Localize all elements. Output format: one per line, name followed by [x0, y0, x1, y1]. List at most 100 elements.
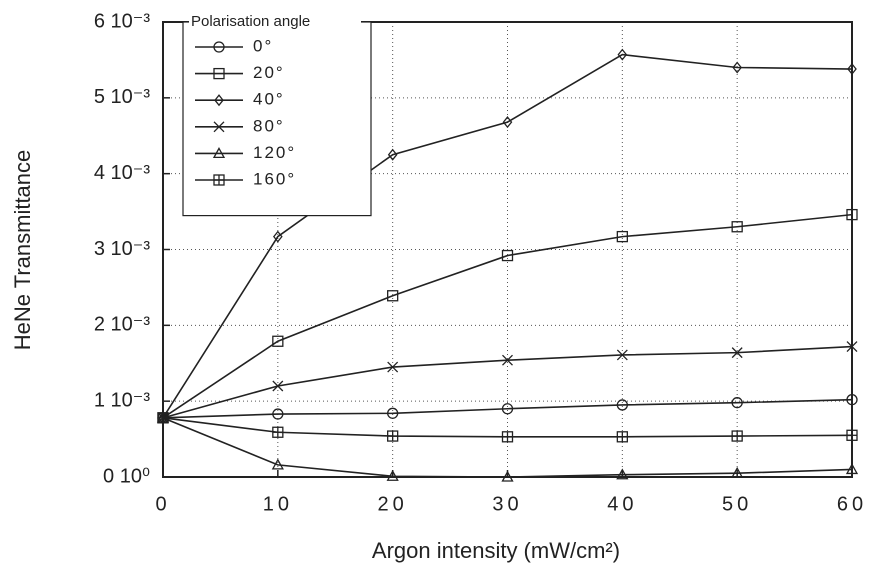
x-tick-label: 20: [378, 493, 408, 515]
marker: [501, 470, 514, 482]
marker-part: [271, 458, 284, 470]
series-line: [162, 53, 853, 419]
y-tick-label: 6 10⁻³: [94, 10, 150, 32]
marker-part: [272, 408, 284, 420]
marker: [616, 230, 628, 243]
marker: [616, 431, 628, 443]
marker-part: [847, 62, 857, 76]
marker: [272, 426, 284, 438]
marker: [732, 61, 742, 74]
marker-part: [616, 399, 628, 411]
y-tick-label: 4 10⁻³: [94, 162, 150, 184]
marker: [731, 347, 743, 359]
marker: [731, 397, 743, 409]
marker-part: [213, 67, 225, 80]
series-line: [162, 213, 853, 419]
marker: [213, 121, 225, 133]
marker: [213, 174, 225, 186]
marker: [213, 67, 225, 80]
marker-part: [387, 361, 399, 373]
marker: [847, 62, 857, 76]
marker-part: [212, 147, 226, 159]
x-tick-label: 10: [263, 493, 293, 515]
marker: [213, 41, 225, 53]
marker: [845, 463, 859, 475]
marker: [271, 458, 284, 470]
marker-part: [387, 148, 398, 161]
marker-part: [273, 230, 283, 243]
legend-title: Polarisation angle: [191, 13, 310, 30]
marker-part: [387, 290, 399, 302]
marker-part: [731, 347, 743, 359]
marker-part: [617, 48, 628, 61]
marker-part: [501, 470, 514, 482]
legend-label: 0°: [253, 36, 273, 55]
legend-label: 40°: [253, 90, 285, 109]
marker: [846, 393, 858, 406]
y-tick-label: 1 10⁻³: [94, 389, 150, 411]
y-tick-label: 5 10⁻³: [94, 86, 150, 108]
marker-part: [846, 393, 858, 406]
marker: [214, 94, 224, 107]
marker-part: [731, 466, 744, 478]
marker-part: [502, 354, 513, 366]
marker: [846, 208, 858, 221]
marker-part: [616, 468, 629, 480]
marker-part: [502, 116, 513, 129]
x-tick-label: 50: [722, 493, 752, 515]
legend-label: 20°: [253, 63, 285, 82]
series-line: [162, 398, 853, 419]
marker-part: [501, 403, 514, 415]
marker: [386, 469, 399, 481]
marker-part: [501, 249, 514, 262]
marker: [501, 249, 514, 262]
marker: [616, 349, 628, 361]
y-tick-label: 0 10⁰: [103, 465, 150, 487]
y-tick-label: 3 10⁻³: [94, 238, 150, 260]
marker: [616, 468, 629, 480]
legend-label: 120°: [253, 143, 296, 162]
marker: [387, 361, 399, 373]
marker: [272, 380, 284, 392]
marker: [846, 341, 858, 353]
marker: [617, 48, 628, 61]
marker-part: [272, 380, 284, 392]
marker-part: [616, 349, 628, 361]
marker: [272, 408, 284, 420]
marker-part: [845, 463, 859, 475]
marker: [387, 430, 399, 442]
marker: [731, 221, 743, 233]
x-tick-label: 40: [607, 493, 637, 515]
marker: [501, 431, 514, 443]
marker: [616, 399, 628, 411]
marker: [273, 230, 283, 243]
legend-label: 160°: [253, 169, 296, 188]
x-axis-label: Argon intensity (mW/cm²): [372, 538, 620, 563]
y-axis-label: HeNe Transmittance: [10, 150, 35, 351]
marker-part: [616, 230, 628, 243]
marker: [387, 148, 398, 161]
marker: [387, 290, 399, 302]
marker-part: [732, 61, 742, 74]
marker: [501, 403, 514, 415]
marker-part: [213, 41, 225, 53]
marker: [157, 412, 169, 424]
marker: [212, 147, 226, 159]
marker: [272, 335, 284, 347]
marker-part: [272, 335, 284, 347]
marker-part: [731, 397, 743, 409]
legend-label: 80°: [253, 116, 285, 135]
marker: [846, 429, 858, 441]
marker-part: [387, 407, 399, 419]
marker-part: [846, 341, 858, 353]
x-tick-label: 30: [492, 493, 522, 515]
marker-part: [731, 221, 743, 233]
marker: [502, 354, 513, 366]
marker-part: [846, 208, 858, 221]
series-line: [162, 417, 853, 478]
x-tick-label: 60: [837, 493, 867, 515]
marker-part: [386, 469, 399, 481]
marker: [731, 466, 744, 478]
marker: [387, 407, 399, 419]
